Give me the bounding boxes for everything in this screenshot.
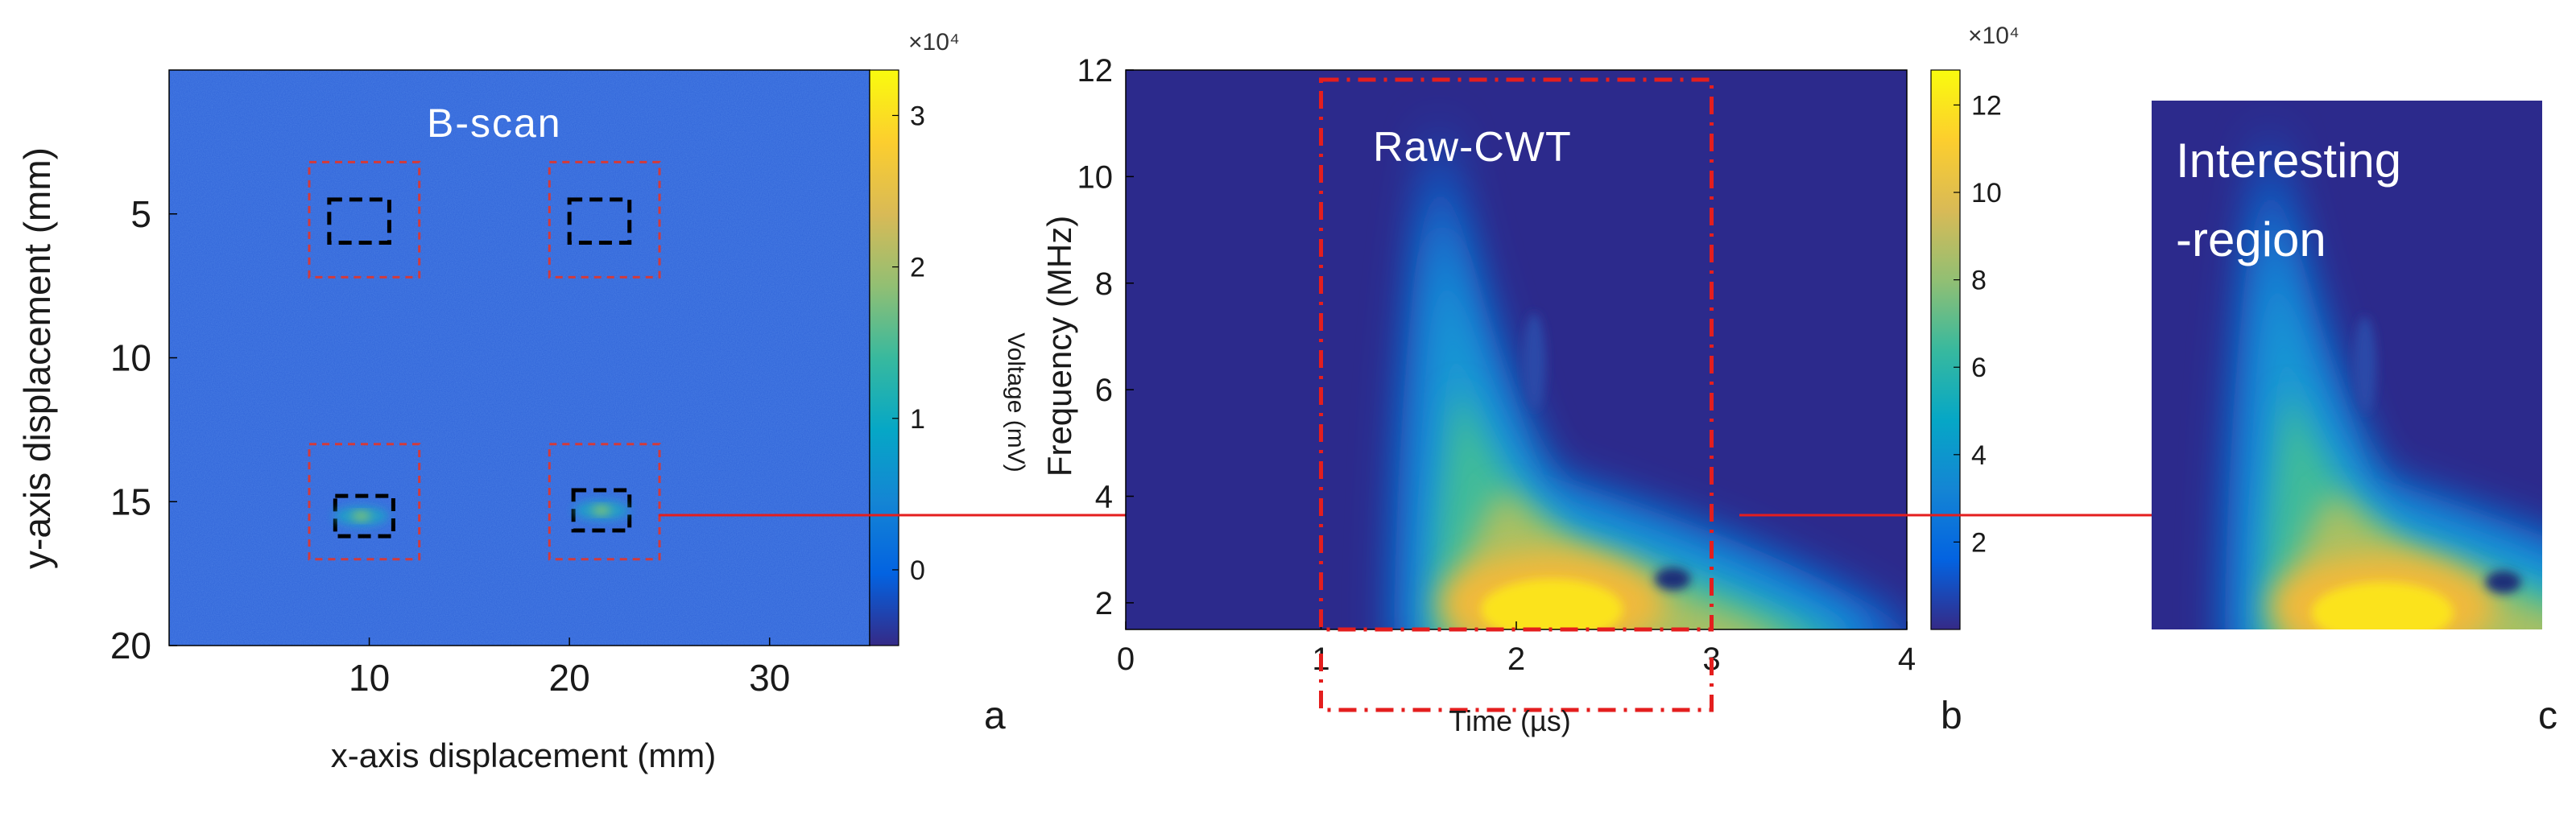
- cwt-y-tick-label: 2: [1095, 586, 1113, 621]
- panel-c: Interesting -region c: [2152, 101, 2557, 737]
- bscan-colorbar-tick-label: 2: [910, 253, 925, 283]
- cwt-y-tick-label: 4: [1095, 480, 1113, 515]
- bscan-y-axis-label: y-axis displacement (mm): [16, 147, 58, 569]
- bscan-x-axis-label: x-axis displacement (mm): [331, 737, 716, 774]
- cwt-y-axis-label: Frequency (MHz): [1040, 216, 1078, 477]
- cwt-y-tick-label: 6: [1095, 373, 1113, 408]
- bscan-y-tick-label: 10: [110, 337, 151, 379]
- defect-core-box: [567, 197, 632, 245]
- cwt-colorbar-tick-label: 12: [1971, 90, 2002, 121]
- cwt-colorbar: [1930, 69, 1961, 630]
- cwt-selection-window: [1319, 77, 1714, 632]
- cwt-y-tick-label: 8: [1095, 266, 1113, 302]
- bscan-title: B-scan: [427, 101, 562, 146]
- roi-title-line-1: Interesting: [2176, 134, 2401, 188]
- panel-label-b: b: [1941, 695, 1962, 737]
- cwt-colorbar-tick-label: 6: [1971, 353, 1987, 383]
- bscan-y-tick-label: 15: [110, 481, 151, 522]
- bscan-colorbar: [869, 69, 899, 646]
- cwt-y-tick-label: 10: [1077, 159, 1114, 195]
- cwt-colorbar-tick-label: 4: [1971, 440, 1987, 471]
- roi-title-line-2: -region: [2176, 213, 2326, 266]
- bscan-y-tick-label: 5: [130, 193, 151, 235]
- defect-region-box: [308, 160, 421, 279]
- cwt-x-tick-label: 4: [1898, 642, 1916, 677]
- bscan-colorbar-tick-label: 1: [910, 404, 925, 435]
- defect-region-box: [308, 443, 421, 561]
- bscan-x-tick-label: 10: [349, 657, 390, 699]
- cwt-colorbar-tick-label: 10: [1971, 178, 2002, 208]
- signal-hotspot-core: [591, 505, 611, 514]
- bscan-x-tick-label: 20: [549, 657, 590, 699]
- cwt-window-bracket: [1319, 654, 1714, 712]
- cwt-title: Raw-CWT: [1373, 124, 1572, 171]
- defect-core-box: [571, 488, 632, 533]
- cwt-colorbar-exponent: ×10⁴: [1968, 23, 2020, 49]
- cwt-colorbar-tick-label: 8: [1971, 266, 1987, 296]
- defect-region-box: [548, 160, 661, 279]
- panel-label-c: c: [2538, 695, 2557, 737]
- bscan-x-tick-label: 30: [749, 657, 790, 699]
- cwt-x-axis-label: Time (µs): [1449, 704, 1570, 737]
- panel-label-a: a: [984, 695, 1006, 737]
- defect-core-box: [333, 493, 395, 538]
- defect-region-box: [548, 443, 661, 561]
- bscan-noise: [169, 70, 870, 646]
- bscan-colorbar-label: Voltage (mV): [1003, 332, 1029, 472]
- bscan-colorbar-tick-label: 3: [910, 101, 925, 131]
- cwt-colorbar-tick-label: 2: [1971, 527, 1987, 558]
- signal-hotspot-core: [351, 512, 371, 521]
- bscan-y-tick-label: 20: [110, 625, 151, 666]
- cwt-y-tick-label: 12: [1077, 53, 1114, 89]
- bscan-colorbar-tick-label: 0: [910, 555, 925, 586]
- bscan-colorbar-exponent: ×10⁴: [908, 29, 960, 56]
- cwt-x-tick-label: 0: [1117, 642, 1135, 677]
- cwt-x-tick-label: 2: [1507, 642, 1525, 677]
- defect-core-box: [327, 197, 391, 245]
